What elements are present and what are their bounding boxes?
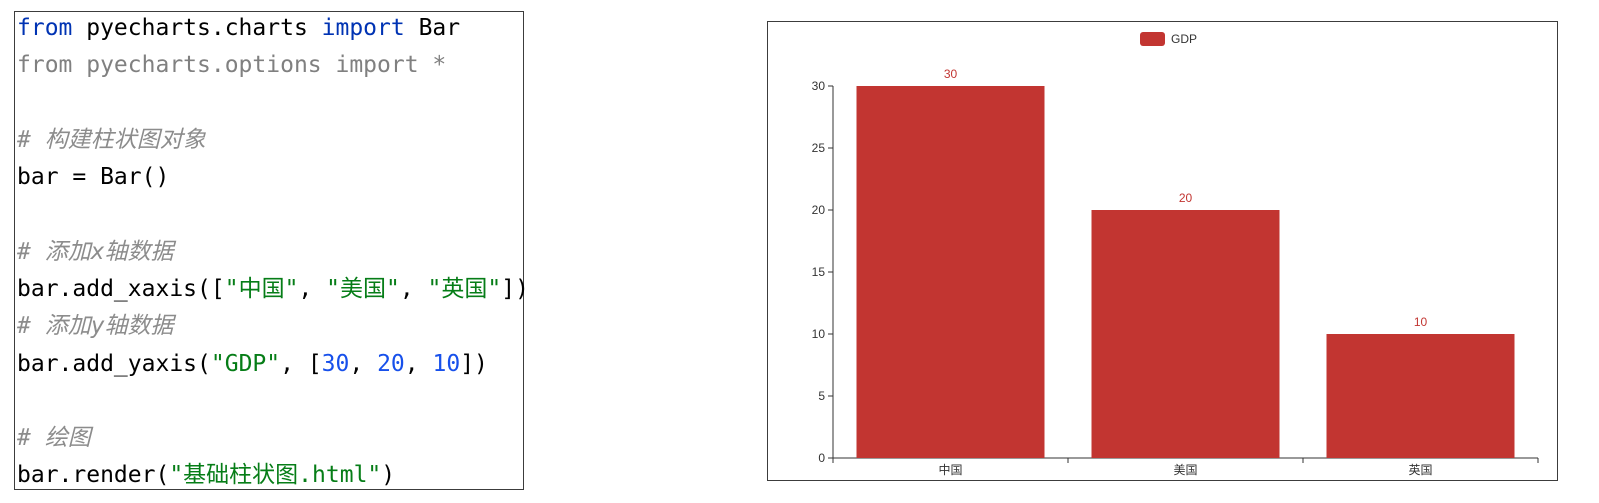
code-text: bar.add_xaxis([	[17, 276, 225, 302]
y-tick-label: 10	[812, 327, 826, 341]
code-text: ])	[460, 351, 488, 377]
code-line-10: bar.render("基础柱状图.html")	[17, 460, 395, 490]
code-string: "英国"	[427, 276, 502, 302]
code-text: ,	[349, 351, 378, 377]
code-text: ,	[298, 276, 327, 302]
y-tick-label: 30	[812, 79, 826, 93]
code-comment: # 绘图	[17, 425, 91, 451]
bar	[1091, 210, 1280, 458]
code-string: "美国"	[326, 276, 400, 302]
code-number: 10	[432, 351, 461, 377]
code-keyword: import	[321, 15, 405, 41]
code-line-1: from pyecharts.charts import Bar	[17, 13, 460, 43]
bar-chart: 0 5 10 15 20 25 30 30 20 10 中国 美国 英国 GDP	[812, 32, 1539, 477]
code-number: 30	[321, 351, 350, 377]
code-comment: # 添加y轴数据	[17, 313, 174, 339]
code-text: , [	[280, 351, 322, 377]
x-tick-label: 英国	[1408, 463, 1432, 477]
legend-label: GDP	[1171, 32, 1197, 46]
code-string: "中国"	[224, 276, 299, 302]
bar-value-label: 20	[1179, 191, 1193, 205]
y-tick-label: 20	[812, 203, 826, 217]
code-line-4: bar = Bar()	[17, 164, 170, 190]
bar	[1326, 334, 1515, 458]
code-keyword: from	[17, 15, 73, 41]
code-comment: # 构建柱状图对象	[17, 127, 206, 153]
code-text: bar.render(	[17, 462, 170, 488]
code-comment: # 添加x轴数据	[17, 239, 174, 265]
code-number: 20	[377, 351, 405, 377]
legend-swatch	[1140, 32, 1165, 46]
code-string: "基础柱状图.html"	[169, 462, 382, 488]
code-text: ,	[399, 276, 428, 302]
code-panel: from pyecharts.charts import Bar from py…	[14, 11, 529, 490]
x-tick-label: 美国	[1173, 463, 1197, 477]
y-tick-label: 25	[812, 141, 826, 155]
code-line-8: bar.add_yaxis("GDP", [30, 20, 10])	[17, 349, 488, 379]
bar-value-label: 30	[944, 67, 958, 81]
code-line-2: from pyecharts.options import *	[17, 52, 447, 78]
y-tick-label: 5	[818, 389, 825, 403]
bar	[856, 86, 1045, 458]
code-text: ])	[501, 276, 529, 302]
code-string: "GDP"	[210, 351, 281, 377]
bar-value-label: 10	[1414, 315, 1428, 329]
code-text: ,	[404, 351, 433, 377]
code-text: bar.add_yaxis(	[17, 351, 211, 377]
code-line-6: bar.add_xaxis(["中国", "美国", "英国"])	[17, 274, 529, 304]
code-module: pyecharts.charts	[72, 15, 322, 41]
x-tick-label: 中国	[938, 462, 962, 477]
y-tick-label: 15	[812, 265, 826, 279]
chart-panel: 0 5 10 15 20 25 30 30 20 10 中国 美国 英国 GDP	[767, 21, 1558, 481]
y-tick-label: 0	[818, 451, 825, 465]
code-text: )	[381, 462, 396, 488]
code-name: Bar	[404, 15, 461, 41]
